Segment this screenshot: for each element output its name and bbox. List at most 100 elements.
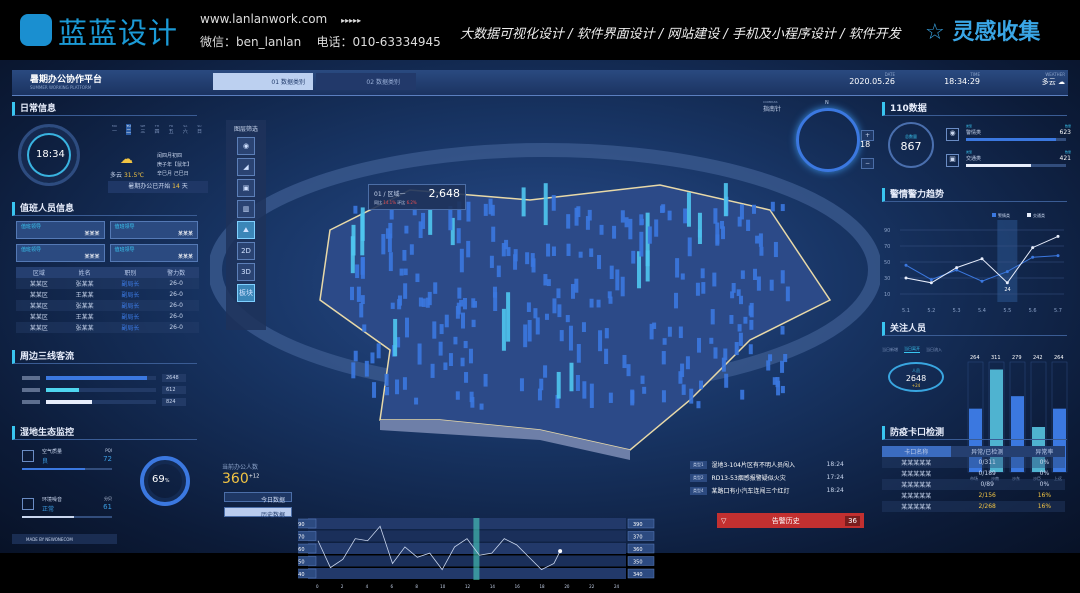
table-row[interactable]: 某某某某某 0/89 0% xyxy=(882,479,1065,490)
map-bar xyxy=(432,321,437,339)
map-bar xyxy=(464,372,469,383)
map-bar xyxy=(639,218,644,225)
weekday[interactable]: MO 一 xyxy=(112,124,118,135)
map-bar xyxy=(785,286,790,302)
y-label-box xyxy=(298,531,317,541)
map-bar xyxy=(574,278,579,293)
layer-button[interactable]: ▥ xyxy=(237,200,255,218)
weekday[interactable]: TH 四 xyxy=(154,124,160,135)
map-bar xyxy=(737,216,742,227)
map-bar xyxy=(780,326,785,335)
duty-card[interactable]: 值班领导 某某某 xyxy=(109,221,198,239)
layer-button[interactable]: 3D xyxy=(237,263,255,281)
weekday[interactable]: WE 三 xyxy=(140,124,146,135)
alert-item[interactable]: 类型2 RD13-53烟感报警疑似火灾 17:24 xyxy=(690,471,870,484)
zoom-out-button[interactable]: − xyxy=(861,158,875,169)
tab-01[interactable]: 01 数据类别 xyxy=(213,73,313,90)
map-bar xyxy=(543,365,548,378)
alert-history-button[interactable]: ▽ 告警历史 36 xyxy=(717,513,864,528)
map-bar xyxy=(468,348,473,364)
zoom-in-button[interactable]: + xyxy=(861,130,875,141)
table-row[interactable]: 某某某某某 0/189 0% xyxy=(901,470,1050,478)
bus-icon: ▣ xyxy=(946,154,959,167)
map-bar xyxy=(607,291,612,299)
map-bar xyxy=(780,270,785,284)
map-bar xyxy=(608,392,613,403)
people-tab[interactable]: 当日流入 xyxy=(926,346,942,352)
table-row[interactable]: 某某某某某 0/311 0% xyxy=(882,457,1065,468)
column-header[interactable]: 异常率 xyxy=(1023,446,1065,457)
map-bar xyxy=(713,347,718,359)
map-bar xyxy=(496,265,501,278)
weekday[interactable]: FR 五 xyxy=(168,124,174,135)
table-row[interactable]: 某某区 张某某 副局长 26-0 xyxy=(16,322,199,333)
layer-button[interactable]: 板块 xyxy=(237,284,255,302)
column-header[interactable]: 警力数 xyxy=(153,267,199,278)
map-bar xyxy=(483,203,488,216)
map-bar xyxy=(430,363,435,378)
column-header[interactable]: 卡口名称 xyxy=(882,446,951,457)
column-header[interactable]: 区域 xyxy=(16,267,62,278)
map-bar xyxy=(775,377,780,388)
map-bar xyxy=(758,233,763,247)
map-bar xyxy=(608,296,613,304)
today-data-button[interactable]: 今日数据 xyxy=(224,492,292,504)
weekday[interactable]: SU 日 xyxy=(196,124,202,135)
table-row[interactable]: 某某区 张某某 副局长 26-0 xyxy=(16,278,199,289)
map-bar xyxy=(370,352,375,364)
y-tick-label: 350 xyxy=(633,560,643,566)
site-url[interactable]: www.lanlanwork.com xyxy=(200,12,328,26)
map-bar xyxy=(438,341,443,356)
flow-bar-track xyxy=(46,388,156,392)
map-bar xyxy=(710,309,715,325)
data-point xyxy=(955,268,959,272)
x-tick-label: 22 xyxy=(589,584,595,589)
map-bar xyxy=(551,195,556,211)
highlight-column xyxy=(997,220,1018,302)
layer-button[interactable]: ⛰ xyxy=(237,221,255,239)
weekday[interactable]: TU 二 xyxy=(126,124,132,135)
duty-card[interactable]: 值班领导 某某某 xyxy=(16,221,105,239)
band xyxy=(308,530,626,542)
eco-level xyxy=(22,468,85,470)
map-bar xyxy=(685,356,690,370)
layer-button[interactable]: ◉ xyxy=(237,137,255,155)
brand-inspiration: ☆ 灵感收集 xyxy=(925,20,1041,45)
layer-button[interactable]: ◢ xyxy=(237,158,255,176)
people-tab[interactable]: 当日新增 xyxy=(882,346,898,352)
table-row[interactable]: 某某区 王某某 副局长 26-0 xyxy=(29,313,183,321)
clock-dial xyxy=(18,124,80,186)
map-bar xyxy=(490,204,495,216)
alert-item[interactable]: 类型4 某路口有小汽车连闯三个红灯 18:24 xyxy=(690,484,870,497)
x-tick-label: 5.1 xyxy=(902,308,910,314)
weekday[interactable]: SA 六 xyxy=(182,124,188,135)
people-tab[interactable]: 当日离开 xyxy=(904,346,920,353)
police110-panel: 110数据 总数量 867 ◉ 类型 警情类 数量 623 ▣ 类型 交通类 数量 421 xyxy=(882,102,1072,168)
layer-button[interactable]: 2D xyxy=(237,242,255,260)
table-row[interactable]: 某某区 张某某 副局长 26-0 xyxy=(16,300,199,311)
duty-card[interactable]: 值班领导 某某某 xyxy=(16,244,105,262)
layer-button[interactable]: ▣ xyxy=(237,179,255,197)
map-bar xyxy=(417,343,422,365)
data-point xyxy=(904,276,908,280)
table-row[interactable]: 某某区 王某某 副局长 26-0 xyxy=(29,291,183,299)
alert-item[interactable]: 类型1 湿地3-104片区有不明人员闯入 18:24 xyxy=(690,458,870,471)
data-point xyxy=(955,266,959,270)
map-bar xyxy=(604,328,609,339)
map-bar xyxy=(599,224,604,235)
table-row[interactable]: 某某某某某 2/156 16% xyxy=(901,492,1052,500)
blurred-label xyxy=(22,400,40,404)
people-ring: 人员 2648 +24 xyxy=(888,362,944,392)
duty-card[interactable]: 值班领导 某某某 xyxy=(109,244,198,262)
legend-swatch xyxy=(1027,213,1031,217)
map-bar xyxy=(675,258,680,278)
map-bar xyxy=(772,377,777,385)
column-header[interactable]: 异常/已检测 xyxy=(950,446,1024,457)
map-area[interactable] xyxy=(210,100,880,520)
history-data-button[interactable]: 历史数据 xyxy=(224,507,292,519)
table-row[interactable]: 某某某某某 2/268 16% xyxy=(882,501,1065,512)
map-bar xyxy=(479,403,484,410)
column-header[interactable]: 姓名 xyxy=(61,267,108,278)
column-header[interactable]: 职别 xyxy=(107,267,154,278)
tab-02[interactable]: 02 数据类别 xyxy=(316,73,416,90)
